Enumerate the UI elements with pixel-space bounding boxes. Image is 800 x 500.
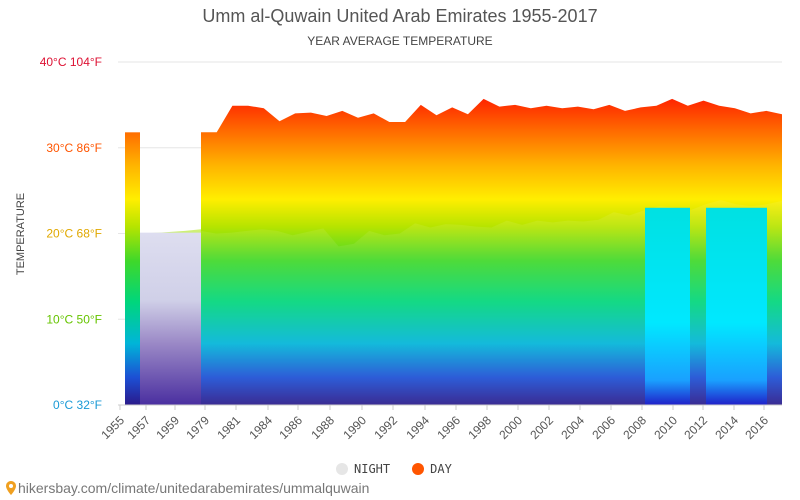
chart-title: Umm al-Quwain United Arab Emirates 1955-… bbox=[202, 6, 598, 26]
day-area bbox=[201, 98, 782, 406]
x-tick-label: 1988 bbox=[308, 413, 337, 442]
location-pin-icon bbox=[6, 481, 16, 495]
x-tick-label: 1990 bbox=[340, 413, 369, 442]
x-tick-label: 1986 bbox=[276, 413, 305, 442]
chart-legend: NIGHT DAY bbox=[336, 462, 452, 476]
x-tick-label: 1994 bbox=[403, 413, 432, 442]
x-tick-label: 1992 bbox=[371, 413, 400, 442]
x-tick-label: 1984 bbox=[246, 413, 275, 442]
source-link[interactable]: hikersbay.com/climate/unitedarabemirates… bbox=[6, 480, 369, 496]
chart-subtitle: YEAR AVERAGE TEMPERATURE bbox=[307, 34, 493, 48]
x-tick-label: 1998 bbox=[465, 413, 494, 442]
y-tick-label: 40°C 104°F bbox=[40, 55, 102, 69]
y-tick-label: 30°C 86°F bbox=[46, 141, 102, 155]
x-tick-label: 1981 bbox=[214, 413, 243, 442]
legend-item-night[interactable]: NIGHT bbox=[336, 462, 390, 476]
x-tick-label: 2014 bbox=[712, 413, 741, 442]
legend-label-day: DAY bbox=[430, 462, 452, 476]
legend-item-day[interactable]: DAY bbox=[412, 462, 452, 476]
night-area-1957-1959 bbox=[140, 232, 201, 405]
x-tick-label: 1959 bbox=[153, 413, 182, 442]
legend-marker-night bbox=[336, 463, 348, 475]
x-tick-label: 1996 bbox=[434, 413, 463, 442]
x-tick-label: 2002 bbox=[527, 413, 556, 442]
night-area bbox=[201, 200, 782, 405]
x-tick-label: 2006 bbox=[589, 413, 618, 442]
x-tick-label: 2000 bbox=[496, 413, 525, 442]
x-tick-label: 2010 bbox=[651, 413, 680, 442]
x-tick-label: 2008 bbox=[620, 413, 649, 442]
legend-label-night: NIGHT bbox=[354, 462, 391, 476]
y-tick-label: 0°C 32°F bbox=[53, 398, 102, 412]
x-tick-label: 2004 bbox=[558, 413, 587, 442]
y-axis-label: TEMPERATURE bbox=[15, 193, 27, 275]
night-gap-segment-0 bbox=[645, 207, 690, 405]
x-tick-label: 2016 bbox=[742, 413, 771, 442]
x-tick-label: 1979 bbox=[183, 413, 212, 442]
x-tick-label: 2012 bbox=[681, 413, 710, 442]
night-gap-segment-1 bbox=[706, 207, 767, 405]
x-tick-label: 1955 bbox=[98, 413, 127, 442]
legend-marker-day bbox=[412, 463, 425, 475]
y-tick-label: 20°C 68°F bbox=[46, 227, 102, 241]
x-tick-label: 1957 bbox=[124, 413, 153, 442]
y-tick-label: 10°C 50°F bbox=[46, 312, 102, 326]
source-url: hikersbay.com/climate/unitedarabemirates… bbox=[18, 480, 370, 496]
